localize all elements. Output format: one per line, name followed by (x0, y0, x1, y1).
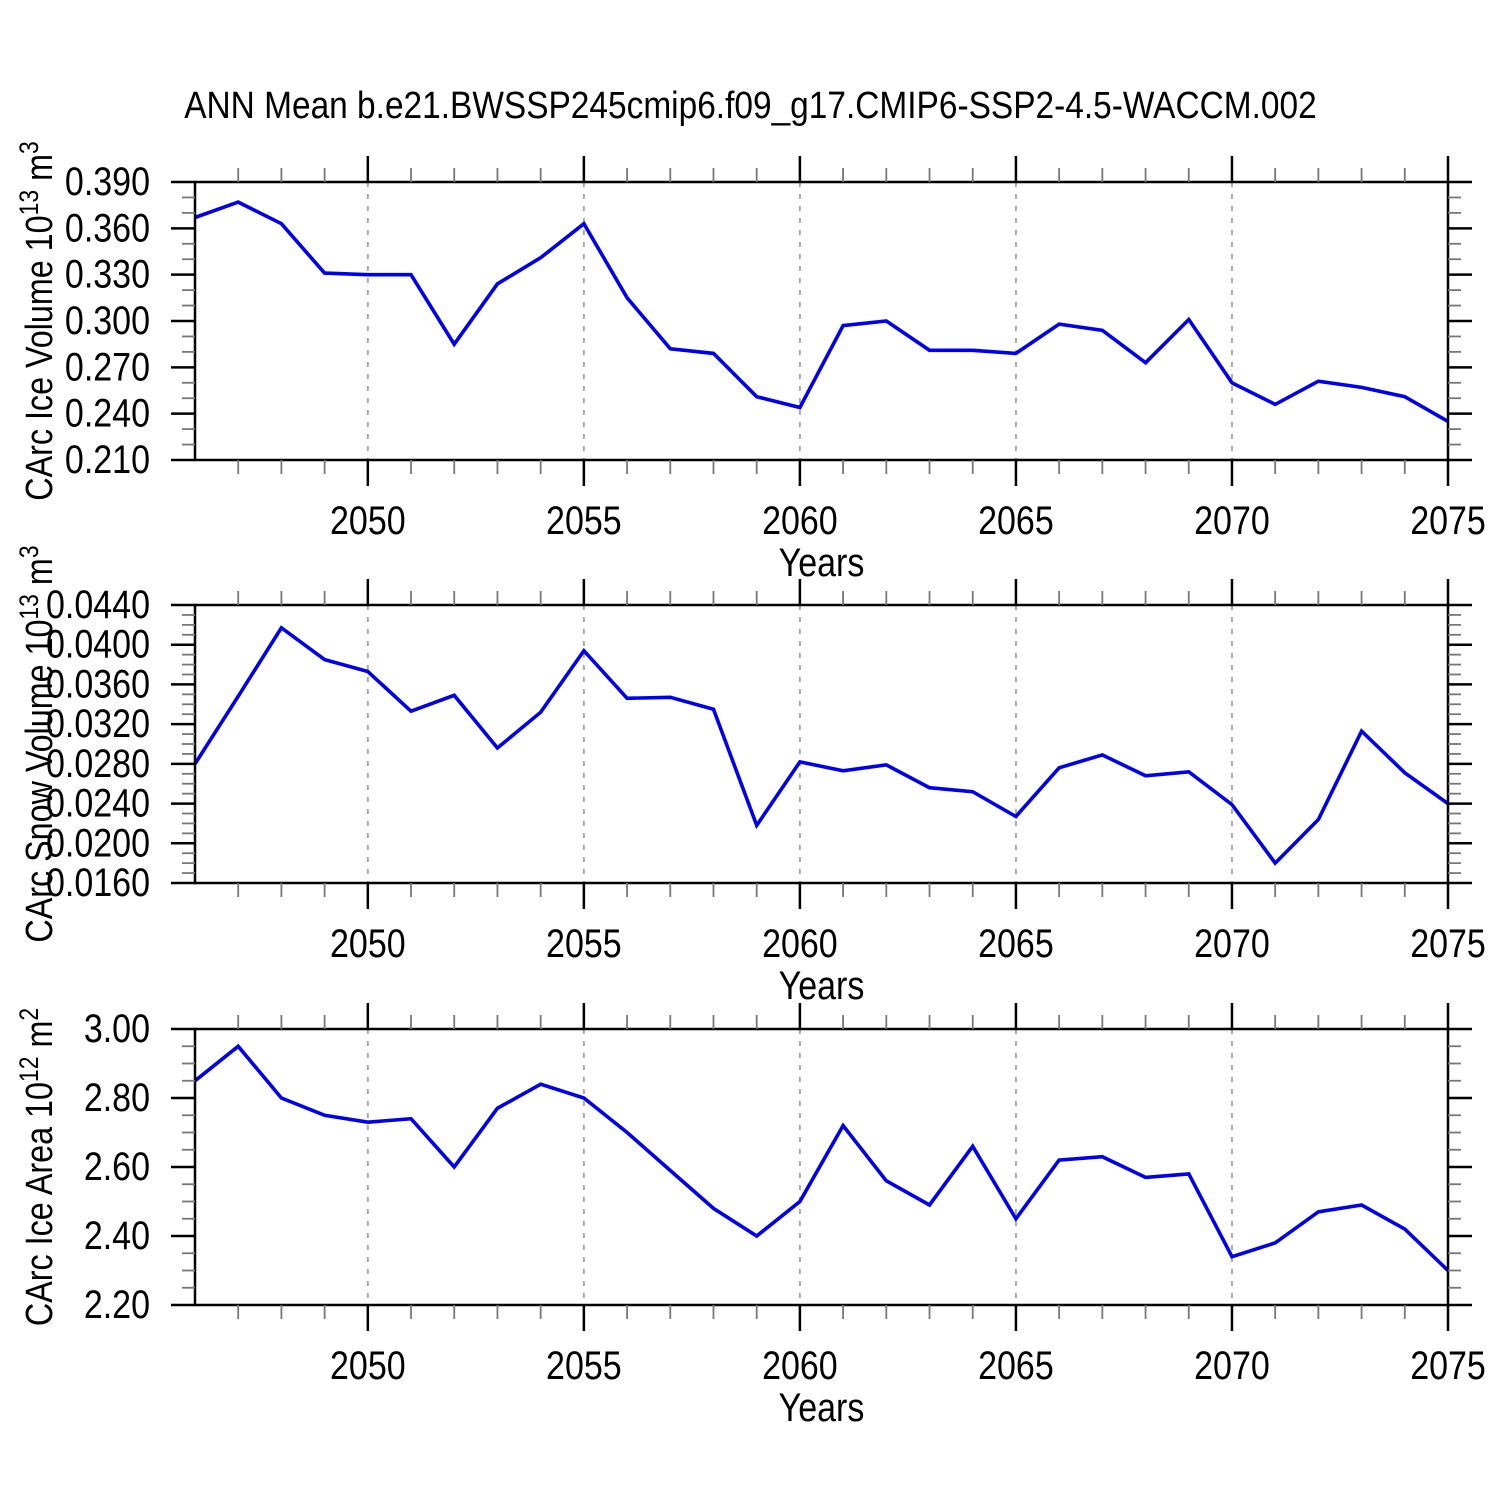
y-tick-label: 2.60 (84, 1143, 150, 1188)
x-axis-title: Years (779, 539, 865, 584)
x-tick-label: 2070 (1194, 920, 1270, 965)
y-tick-label: 2.40 (84, 1212, 150, 1257)
figure-title: ANN Mean b.e21.BWSSP245cmip6.f09_g17.CMI… (0, 86, 1500, 126)
snow-volume-line (193, 625, 1450, 866)
y-tick-label: 0.360 (65, 205, 150, 250)
y-tick-label: 0.0440 (46, 581, 150, 626)
x-tick-label: 2050 (330, 497, 406, 542)
x-axis-title: Years (779, 962, 865, 1007)
snow-volume-panel: 0.04400.04000.03600.03200.02800.02400.02… (14, 545, 1486, 1007)
plot-frame (193, 180, 1450, 462)
y-tick-label: 0.0160 (46, 859, 150, 904)
x-tick-label: 2055 (546, 920, 622, 965)
x-axis-title: Years (779, 1384, 865, 1429)
ice-area-panel: 3.00 2.80 2.60 2.40 2.20 2050 2055 2060 2065 2070… (14, 1003, 1486, 1430)
ice-area-line (193, 1043, 1450, 1272)
y-tick-label: 0.210 (65, 436, 150, 481)
y-tick-label: 0.0320 (46, 701, 150, 746)
x-tick-label: 2060 (762, 920, 838, 965)
x-tick-label: 2075 (1410, 497, 1486, 542)
y-tick-label: 0.390 (65, 158, 150, 203)
x-tick-label: 2075 (1410, 1342, 1486, 1387)
x-tick-label: 2065 (978, 920, 1054, 965)
y-tick-label: 0.0240 (46, 780, 150, 825)
y-tick-label: 0.0400 (46, 621, 150, 666)
x-tick-label: 2075 (1410, 920, 1486, 965)
y-tick-label: 0.270 (65, 344, 150, 389)
x-tick-label: 2070 (1194, 497, 1270, 542)
x-tick-label: 2070 (1194, 1342, 1270, 1387)
y-axis-title: CArc Snow Volume 1013 m3 (14, 545, 60, 942)
x-tick-label: 2050 (330, 920, 406, 965)
x-tick-label: 2055 (546, 497, 622, 542)
x-tick-label: 2065 (978, 1342, 1054, 1387)
x-tick-label: 2055 (546, 1342, 622, 1387)
y-tick-label: 0.0200 (46, 820, 150, 865)
ice-volume-line (194, 200, 1449, 423)
x-tick-label: 2060 (762, 497, 838, 542)
y-axis-title: CArc Ice Area 1012 m2 (14, 1008, 60, 1326)
figure-title-text: ANN Mean b.e21.BWSSP245cmip6.f09_g17.CMI… (183, 85, 1317, 127)
x-tick-label: 2050 (330, 1342, 406, 1387)
x-tick-label: 2065 (978, 497, 1054, 542)
y-tick-label: 0.330 (65, 251, 150, 296)
y-tick-label: 0.0280 (46, 740, 150, 785)
y-tick-label: 0.0360 (46, 661, 150, 706)
y-tick-label: 2.80 (84, 1074, 150, 1119)
x-tick-label: 2060 (762, 1342, 838, 1387)
y-axis-title: CArc Ice Volume 1013 m3 (14, 141, 60, 501)
y-tick-label: 0.300 (65, 297, 150, 342)
y-tick-label: 3.00 (84, 1005, 150, 1050)
y-tick-label: 2.20 (84, 1281, 150, 1326)
y-tick-label: 0.240 (65, 390, 150, 435)
